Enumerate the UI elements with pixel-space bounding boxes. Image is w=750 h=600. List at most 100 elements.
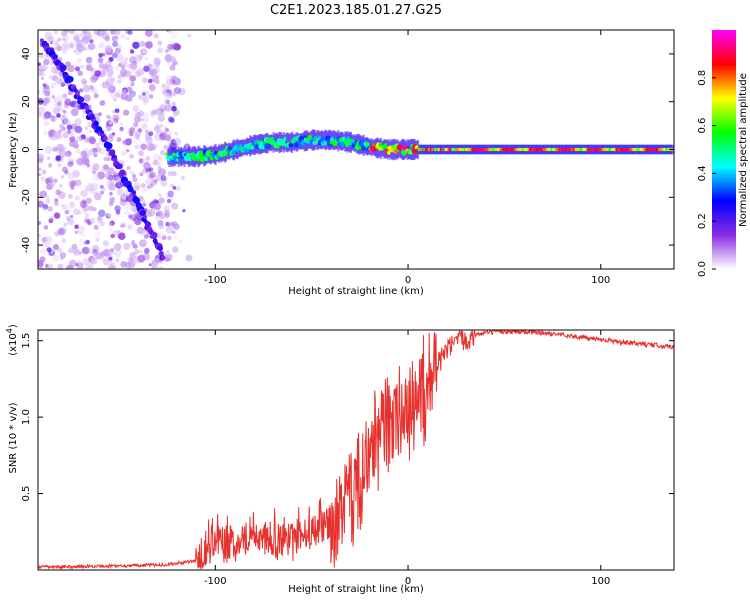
spectrogram-marks: [38, 30, 674, 269]
noise-speckle: [85, 239, 90, 245]
noise-speckle: [123, 109, 130, 116]
noise-speckle: [163, 92, 170, 99]
noise-speckle: [144, 57, 148, 61]
noise-speckle: [131, 207, 137, 212]
noise-speckle: [99, 147, 106, 154]
diagonal-trace-point: [157, 245, 163, 252]
noise-speckle: [38, 112, 43, 117]
noise-speckle: [87, 153, 91, 157]
noise-speckle: [41, 169, 47, 175]
noise-speckle: [106, 114, 111, 119]
noise-speckle: [115, 258, 119, 262]
noise-speckle: [119, 33, 126, 40]
noise-speckle: [51, 181, 56, 186]
noise-speckle: [142, 203, 147, 207]
noise-speckle: [132, 174, 136, 178]
noise-speckle: [172, 62, 176, 66]
noise-speckle: [58, 78, 66, 86]
noise-speckle: [76, 58, 82, 65]
noise-speckle: [166, 86, 170, 90]
noise-speckle: [61, 166, 68, 173]
noise-speckle: [75, 41, 83, 49]
noise-speckle: [94, 192, 102, 201]
noise-speckle: [99, 184, 104, 189]
noise-speckle: [171, 171, 177, 177]
noise-speckle: [171, 105, 177, 112]
noise-speckle: [132, 217, 138, 222]
noise-speckle: [104, 45, 113, 53]
noise-speckle: [155, 75, 160, 79]
noise-speckle: [88, 135, 95, 143]
noise-speckle: [62, 93, 68, 99]
spectrogram-panel: -100 0 100 -40 -20 0 20 40 Height of straight …: [8, 29, 675, 297]
noise-speckle: [76, 44, 85, 53]
noise-speckle: [158, 104, 167, 113]
colorbar: 0.0 0.2 0.4 0.6 0.8 Normalized spectral ampl…: [697, 30, 749, 277]
noise-speckle: [86, 64, 93, 72]
noise-speckle: [148, 167, 154, 172]
noise-speckle: [165, 78, 173, 86]
noise-speckle: [79, 64, 85, 69]
noise-speckle: [164, 99, 171, 105]
noise-speckle: [67, 194, 73, 199]
noise-speckle: [42, 83, 47, 88]
noise-speckle: [52, 107, 60, 115]
noise-speckle: [149, 142, 155, 149]
noise-speckle: [45, 183, 53, 191]
noise-speckle: [60, 82, 66, 87]
noise-speckle: [154, 144, 159, 148]
noise-speckle: [164, 49, 169, 53]
noise-speckle: [120, 64, 126, 70]
noise-speckle: [130, 64, 136, 70]
noise-speckle: [161, 235, 167, 240]
noise-speckle: [74, 179, 82, 187]
noise-speckle: [96, 171, 105, 180]
noise-speckle: [74, 230, 79, 234]
noise-speckle: [55, 41, 60, 46]
noise-speckle: [145, 210, 153, 218]
noise-speckle: [103, 258, 110, 266]
noise-speckle: [114, 108, 120, 113]
y-multiplier: (x104): [5, 324, 19, 356]
noise-speckle: [42, 204, 49, 211]
noise-speckle: [126, 166, 131, 170]
noise-speckle: [145, 41, 153, 49]
noise-speckle: [61, 126, 66, 132]
noise-speckle: [134, 54, 143, 63]
noise-speckle: [56, 101, 62, 107]
noise-speckle: [172, 42, 180, 51]
noise-speckle: [46, 156, 51, 161]
top-y-axis-label: Frequency (Hz): [8, 112, 19, 188]
x-tick-label: 0: [405, 275, 411, 286]
signal-envelope: [297, 134, 300, 150]
noise-speckle: [165, 128, 170, 132]
signal-envelope: [286, 132, 289, 153]
noise-speckle: [153, 109, 158, 114]
noise-speckle: [117, 44, 123, 49]
noise-speckle: [102, 63, 109, 70]
noise-speckle: [178, 87, 186, 96]
noise-speckle: [133, 182, 141, 190]
noise-speckle: [79, 201, 84, 206]
noise-speckle: [118, 232, 126, 240]
noise-speckle: [103, 164, 109, 170]
noise-speckle: [56, 45, 62, 52]
noise-speckle: [88, 129, 92, 133]
noise-speckle: [78, 33, 82, 37]
noise-speckle: [43, 120, 50, 127]
noise-speckle: [124, 210, 130, 216]
signal-core-point: [239, 143, 244, 148]
noise-speckle: [132, 41, 140, 49]
noise-speckle: [44, 90, 51, 97]
noise-speckle: [160, 111, 165, 116]
noise-speckle: [132, 243, 138, 249]
noise-speckle: [155, 80, 160, 84]
noise-speckle: [109, 228, 112, 232]
diagonal-trace-point: [102, 135, 108, 142]
signal-core-point: [320, 137, 324, 141]
noise-speckle: [43, 111, 52, 119]
signal-envelope: [228, 142, 231, 160]
noise-speckle: [50, 117, 56, 122]
noise-speckle: [168, 30, 174, 34]
